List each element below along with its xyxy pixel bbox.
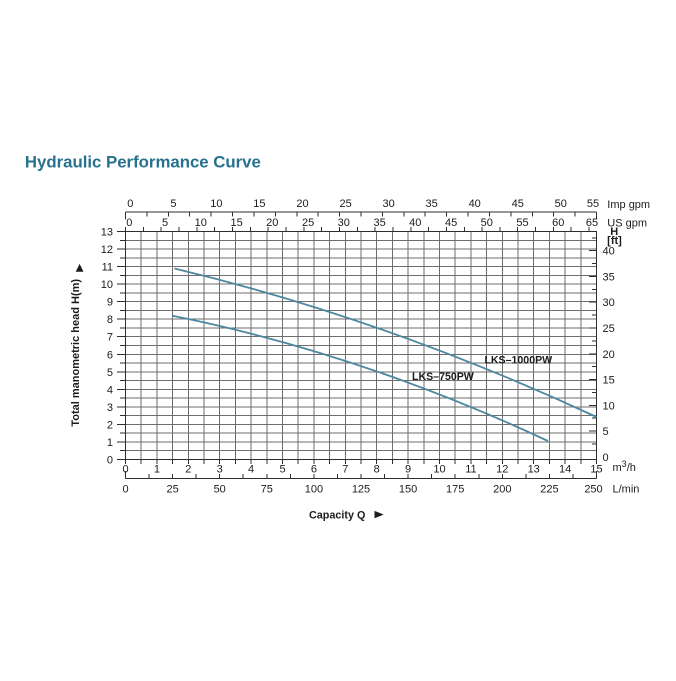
- svg-text:11: 11: [465, 464, 476, 476]
- svg-text:14: 14: [559, 464, 571, 476]
- svg-text:25: 25: [603, 323, 615, 335]
- svg-text:Imp gpm: Imp gpm: [607, 199, 650, 211]
- svg-text:Total manometric head H(m): Total manometric head H(m): [70, 279, 82, 427]
- svg-text:5: 5: [162, 217, 168, 229]
- svg-text:9: 9: [405, 464, 411, 476]
- svg-text:8: 8: [107, 314, 113, 326]
- svg-text:45: 45: [512, 198, 524, 210]
- svg-text:50: 50: [481, 217, 493, 229]
- svg-text:30: 30: [382, 198, 394, 210]
- svg-text:45: 45: [445, 217, 457, 229]
- svg-text:12: 12: [496, 464, 508, 476]
- svg-text:55: 55: [587, 198, 599, 210]
- svg-text:35: 35: [603, 272, 615, 284]
- svg-text:20: 20: [603, 349, 615, 361]
- svg-text:20: 20: [266, 217, 278, 229]
- svg-text:65: 65: [586, 217, 598, 229]
- svg-text:0: 0: [603, 452, 609, 464]
- svg-text:175: 175: [446, 484, 464, 496]
- svg-text:150: 150: [399, 484, 417, 496]
- svg-text:50: 50: [555, 198, 567, 210]
- svg-text:75: 75: [261, 484, 273, 496]
- svg-text:7: 7: [342, 464, 348, 476]
- svg-text:20: 20: [296, 198, 308, 210]
- svg-text:10: 10: [101, 279, 113, 291]
- svg-text:250: 250: [584, 484, 602, 496]
- svg-text:40: 40: [603, 246, 615, 258]
- svg-text:100: 100: [305, 484, 323, 496]
- svg-text:35: 35: [425, 198, 437, 210]
- svg-text:4: 4: [248, 464, 254, 476]
- svg-text:9: 9: [107, 297, 113, 309]
- svg-text:[ft]: [ft]: [607, 235, 622, 247]
- svg-text:6: 6: [311, 464, 317, 476]
- svg-text:55: 55: [516, 217, 528, 229]
- svg-text:LKS–750PW: LKS–750PW: [412, 371, 474, 383]
- svg-text:30: 30: [603, 297, 615, 309]
- svg-text:10: 10: [195, 217, 207, 229]
- svg-text:2: 2: [185, 464, 191, 476]
- svg-text:60: 60: [552, 217, 564, 229]
- svg-text:Hydraulic Performance Curve: Hydraulic Performance Curve: [25, 153, 261, 172]
- svg-text:7: 7: [107, 332, 113, 344]
- svg-text:200: 200: [493, 484, 511, 496]
- svg-text:6: 6: [107, 349, 113, 361]
- svg-text:m3/h: m3/h: [613, 459, 636, 474]
- svg-text:13: 13: [101, 227, 113, 239]
- svg-text:US gpm: US gpm: [607, 217, 647, 229]
- svg-text:Capacity Q: Capacity Q: [309, 509, 365, 521]
- svg-text:15: 15: [590, 464, 602, 476]
- svg-text:2: 2: [107, 419, 113, 431]
- svg-text:3: 3: [107, 402, 113, 414]
- svg-text:3: 3: [217, 464, 223, 476]
- svg-text:5: 5: [279, 464, 285, 476]
- svg-text:5: 5: [603, 426, 609, 438]
- svg-text:11: 11: [102, 262, 113, 274]
- svg-text:4: 4: [107, 384, 113, 396]
- svg-text:125: 125: [352, 484, 370, 496]
- svg-text:35: 35: [373, 217, 385, 229]
- svg-text:10: 10: [603, 400, 615, 412]
- svg-text:15: 15: [230, 217, 242, 229]
- svg-text:0: 0: [122, 484, 128, 496]
- svg-text:10: 10: [433, 464, 445, 476]
- svg-text:225: 225: [540, 484, 558, 496]
- svg-text:0: 0: [126, 217, 132, 229]
- svg-text:25: 25: [166, 484, 178, 496]
- svg-text:L/min: L/min: [613, 484, 640, 496]
- svg-text:5: 5: [107, 367, 113, 379]
- svg-text:8: 8: [374, 464, 380, 476]
- svg-text:5: 5: [170, 198, 176, 210]
- svg-text:10: 10: [210, 198, 222, 210]
- svg-text:12: 12: [101, 244, 113, 256]
- svg-text:30: 30: [338, 217, 350, 229]
- svg-text:40: 40: [409, 217, 421, 229]
- svg-text:0: 0: [122, 464, 128, 476]
- svg-text:13: 13: [528, 464, 540, 476]
- svg-text:40: 40: [469, 198, 481, 210]
- svg-text:0: 0: [127, 198, 133, 210]
- svg-text:15: 15: [253, 198, 265, 210]
- svg-text:25: 25: [302, 217, 314, 229]
- svg-text:25: 25: [339, 198, 351, 210]
- svg-text:1: 1: [107, 437, 113, 449]
- svg-text:LKS–1000PW: LKS–1000PW: [484, 354, 552, 366]
- svg-text:1: 1: [154, 464, 160, 476]
- svg-text:0: 0: [107, 455, 113, 467]
- svg-text:15: 15: [603, 375, 615, 387]
- svg-text:H: H: [610, 226, 618, 238]
- svg-text:50: 50: [214, 484, 226, 496]
